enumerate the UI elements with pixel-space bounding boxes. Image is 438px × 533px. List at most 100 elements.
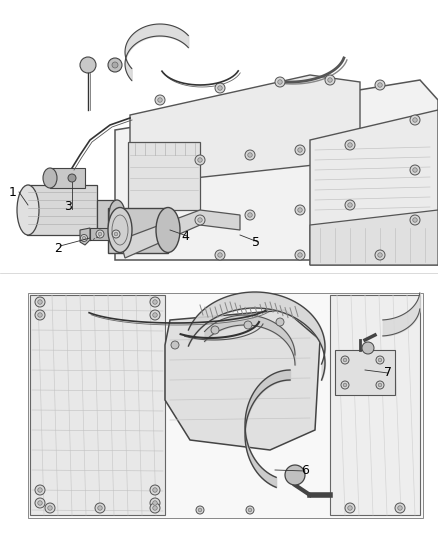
Circle shape (68, 174, 76, 182)
Circle shape (153, 500, 157, 505)
Circle shape (343, 358, 347, 362)
Polygon shape (130, 75, 360, 185)
Circle shape (38, 300, 42, 304)
Circle shape (153, 313, 157, 317)
Polygon shape (310, 210, 438, 265)
FancyBboxPatch shape (27, 185, 97, 235)
Circle shape (278, 80, 282, 84)
Circle shape (82, 237, 85, 239)
Circle shape (114, 232, 118, 236)
Circle shape (248, 508, 252, 512)
Circle shape (112, 62, 118, 68)
Circle shape (198, 158, 202, 162)
FancyBboxPatch shape (335, 350, 395, 395)
Circle shape (410, 215, 420, 225)
Circle shape (198, 508, 202, 512)
Circle shape (38, 488, 42, 492)
Circle shape (362, 342, 374, 354)
Circle shape (248, 213, 252, 217)
Circle shape (348, 143, 352, 147)
Polygon shape (115, 80, 438, 260)
Circle shape (150, 498, 160, 508)
FancyBboxPatch shape (0, 273, 438, 533)
Circle shape (298, 148, 302, 152)
Circle shape (343, 383, 347, 387)
Circle shape (410, 165, 420, 175)
Text: 4: 4 (181, 230, 189, 243)
Circle shape (345, 503, 355, 513)
Circle shape (376, 356, 384, 364)
Circle shape (341, 356, 349, 364)
Ellipse shape (109, 200, 125, 230)
Circle shape (112, 230, 120, 238)
Circle shape (328, 78, 332, 82)
Circle shape (153, 506, 157, 510)
Circle shape (150, 297, 160, 307)
Text: 1: 1 (9, 185, 17, 198)
Circle shape (150, 503, 160, 513)
Circle shape (375, 80, 385, 90)
Circle shape (35, 485, 45, 495)
Circle shape (325, 75, 335, 85)
Circle shape (341, 381, 349, 389)
FancyBboxPatch shape (108, 208, 168, 253)
Circle shape (171, 341, 179, 349)
Text: 2: 2 (54, 241, 62, 254)
Circle shape (80, 57, 96, 73)
Circle shape (276, 318, 284, 326)
Circle shape (345, 140, 355, 150)
Text: 7: 7 (384, 367, 392, 379)
Ellipse shape (43, 168, 57, 188)
Circle shape (218, 86, 222, 90)
Circle shape (35, 310, 45, 320)
Circle shape (275, 77, 285, 87)
Circle shape (245, 210, 255, 220)
Circle shape (98, 506, 102, 510)
Ellipse shape (17, 185, 39, 235)
Circle shape (35, 297, 45, 307)
Circle shape (96, 230, 104, 238)
Text: 3: 3 (64, 200, 72, 214)
Circle shape (155, 95, 165, 105)
Circle shape (395, 503, 405, 513)
FancyBboxPatch shape (90, 228, 122, 240)
Circle shape (211, 326, 219, 334)
Circle shape (244, 321, 252, 329)
Circle shape (298, 208, 302, 212)
Circle shape (35, 498, 45, 508)
Text: 5: 5 (252, 236, 260, 248)
Circle shape (195, 155, 205, 165)
Circle shape (345, 200, 355, 210)
Text: 6: 6 (301, 464, 309, 478)
FancyBboxPatch shape (0, 0, 438, 273)
Circle shape (413, 168, 417, 172)
Circle shape (95, 503, 105, 513)
Circle shape (81, 235, 88, 241)
Circle shape (413, 118, 417, 122)
Ellipse shape (156, 207, 180, 253)
Circle shape (38, 500, 42, 505)
Circle shape (295, 205, 305, 215)
Circle shape (378, 358, 382, 362)
Circle shape (348, 506, 352, 510)
Circle shape (218, 253, 222, 257)
Circle shape (295, 145, 305, 155)
Circle shape (215, 250, 225, 260)
Circle shape (348, 203, 352, 207)
Circle shape (295, 250, 305, 260)
Polygon shape (120, 210, 240, 258)
Circle shape (398, 506, 402, 510)
FancyBboxPatch shape (97, 200, 117, 230)
Circle shape (298, 253, 302, 257)
FancyBboxPatch shape (28, 293, 423, 518)
Ellipse shape (108, 207, 132, 253)
Circle shape (378, 83, 382, 87)
Circle shape (196, 506, 204, 514)
Circle shape (246, 506, 254, 514)
Circle shape (150, 310, 160, 320)
Circle shape (153, 300, 157, 304)
Polygon shape (165, 310, 320, 450)
Polygon shape (310, 110, 438, 265)
Circle shape (245, 150, 255, 160)
Circle shape (38, 313, 42, 317)
